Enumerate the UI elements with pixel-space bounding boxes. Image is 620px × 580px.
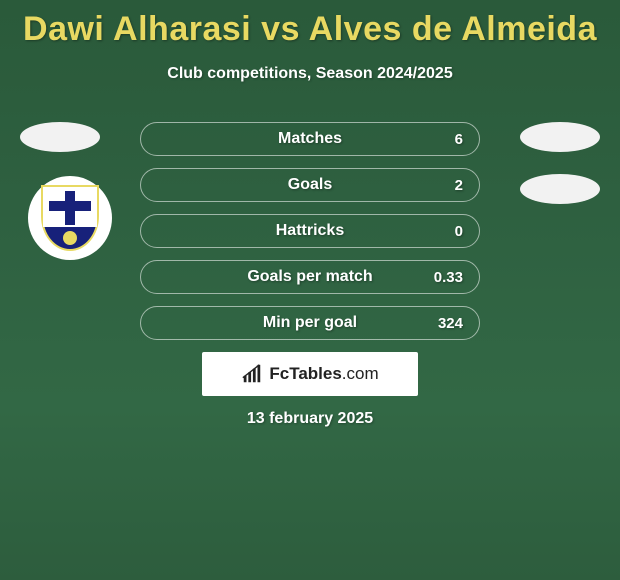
stat-value: 2: [455, 177, 463, 194]
stat-row-goals: Goals 2: [140, 168, 480, 202]
stat-row-min-per-goal: Min per goal 324: [140, 306, 480, 340]
stat-value: 324: [438, 315, 463, 332]
stat-value: 0: [455, 223, 463, 240]
player-left-avatar: [20, 122, 100, 152]
stat-value: 6: [455, 131, 463, 148]
bar-chart-icon: [241, 363, 263, 385]
stat-label: Min per goal: [141, 314, 479, 332]
stat-row-goals-per-match: Goals per match 0.33: [140, 260, 480, 294]
page-title: Dawi Alharasi vs Alves de Almeida: [0, 0, 620, 49]
stat-label: Goals per match: [141, 268, 479, 286]
stat-label: Goals: [141, 176, 479, 194]
club-badge-left: [28, 176, 112, 260]
stat-label: Hattricks: [141, 222, 479, 240]
player-right-avatar: [520, 122, 600, 152]
stat-value: 0.33: [434, 269, 463, 286]
brand-text: FcTables.com: [269, 364, 378, 384]
shield-icon: [41, 185, 99, 251]
player-right-club-avatar: [520, 174, 600, 204]
stats-panel: Matches 6 Goals 2 Hattricks 0 Goals per …: [140, 122, 480, 352]
brand-suffix: .com: [342, 364, 379, 383]
subtitle: Club competitions, Season 2024/2025: [0, 65, 620, 83]
stat-row-hattricks: Hattricks 0: [140, 214, 480, 248]
brand-logo[interactable]: FcTables.com: [202, 352, 418, 396]
snapshot-date: 13 february 2025: [0, 410, 620, 428]
stat-row-matches: Matches 6: [140, 122, 480, 156]
brand-name: FcTables: [269, 364, 341, 383]
stat-label: Matches: [141, 130, 479, 148]
